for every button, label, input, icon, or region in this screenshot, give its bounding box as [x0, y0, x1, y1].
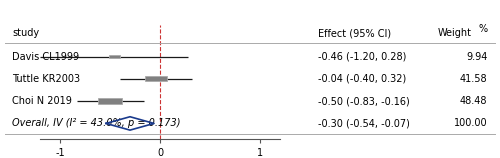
Text: Choi N 2019: Choi N 2019	[12, 96, 72, 106]
FancyBboxPatch shape	[108, 55, 120, 58]
FancyBboxPatch shape	[145, 76, 167, 81]
Polygon shape	[106, 117, 154, 130]
FancyBboxPatch shape	[98, 98, 122, 104]
Text: Effect (95% CI): Effect (95% CI)	[318, 28, 390, 38]
Text: Tuttle KR2003: Tuttle KR2003	[12, 74, 80, 84]
Text: 9.94: 9.94	[466, 52, 487, 61]
Text: Overall, IV (I² = 43.0%, p = 0.173): Overall, IV (I² = 43.0%, p = 0.173)	[12, 118, 180, 128]
Text: Davis CL1999: Davis CL1999	[12, 52, 79, 61]
Text: 41.58: 41.58	[460, 74, 487, 84]
Text: Weight: Weight	[438, 28, 472, 38]
Text: -0.30 (-0.54, -0.07): -0.30 (-0.54, -0.07)	[318, 118, 410, 128]
Text: -0.50 (-0.83, -0.16): -0.50 (-0.83, -0.16)	[318, 96, 409, 106]
Text: %: %	[478, 24, 488, 34]
Text: 100.00: 100.00	[454, 118, 488, 128]
Text: -0.46 (-1.20, 0.28): -0.46 (-1.20, 0.28)	[318, 52, 406, 61]
Text: study: study	[12, 28, 39, 38]
Text: 48.48: 48.48	[460, 96, 487, 106]
Text: -0.04 (-0.40, 0.32): -0.04 (-0.40, 0.32)	[318, 74, 406, 84]
